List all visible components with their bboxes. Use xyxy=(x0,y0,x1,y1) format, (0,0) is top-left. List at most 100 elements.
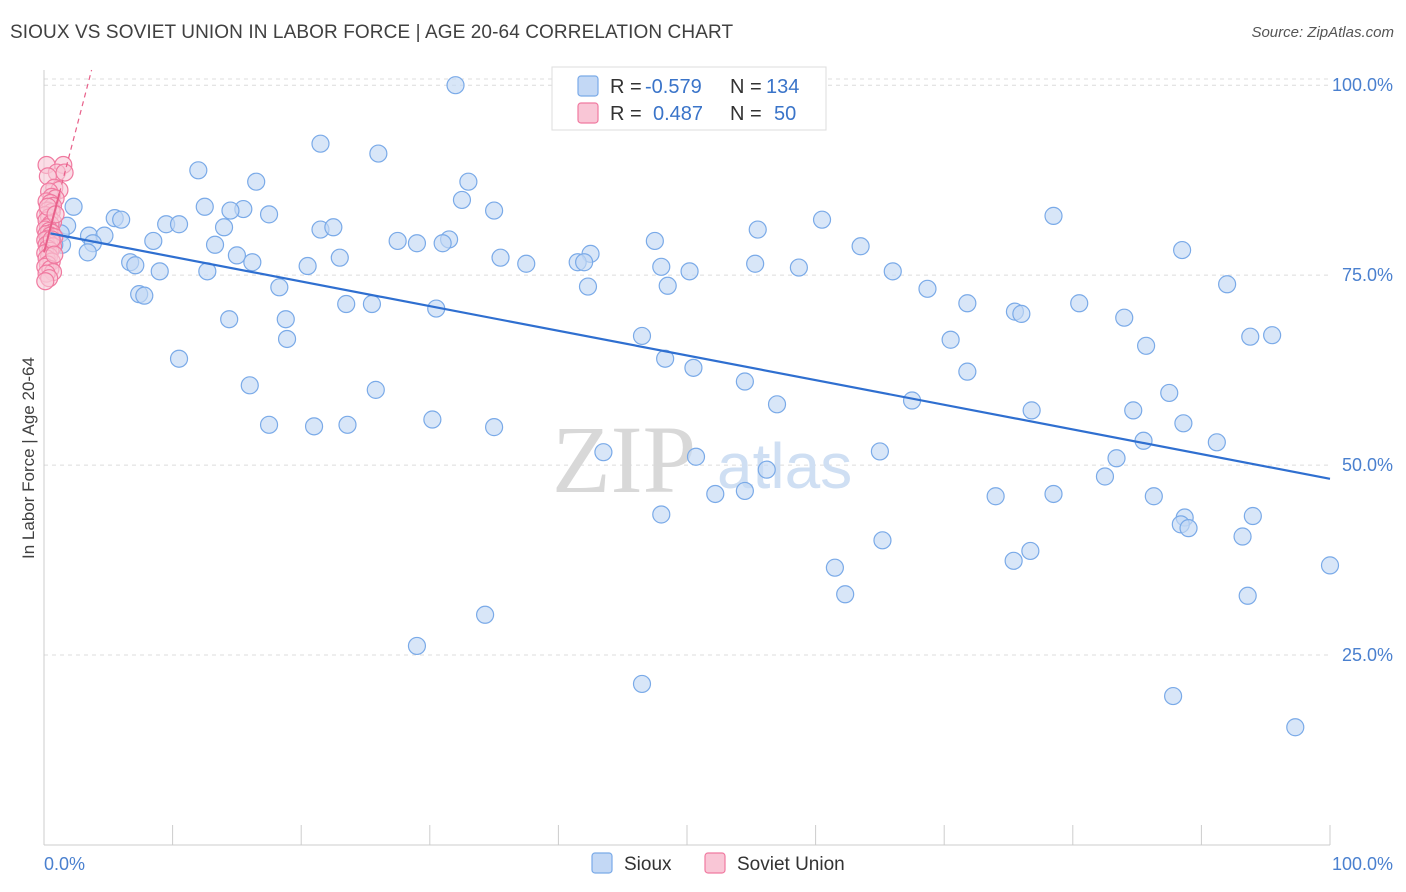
legend-r-value-1: -0.579 xyxy=(645,76,702,98)
sioux-point xyxy=(214,218,234,237)
sioux-point xyxy=(446,76,465,95)
sioux-point xyxy=(1044,206,1063,225)
sioux-point xyxy=(259,415,279,434)
sioux-point xyxy=(1095,467,1115,486)
sioux-point xyxy=(812,210,832,229)
sioux-point xyxy=(1004,551,1023,570)
sioux-point xyxy=(338,415,357,434)
sioux-point xyxy=(452,190,472,210)
bottom-legend-swatch-sioux xyxy=(591,852,613,874)
trend-line-soviet-union-dashed xyxy=(58,69,93,194)
sioux-point xyxy=(645,231,664,251)
sioux-point xyxy=(517,254,536,273)
legend-swatch-sioux xyxy=(577,75,599,97)
sioux-point xyxy=(1012,304,1031,323)
sioux-point xyxy=(64,197,83,216)
y-tick-label: 100.0% xyxy=(1332,75,1393,95)
sioux-point xyxy=(388,231,407,251)
sioux-point xyxy=(873,531,892,550)
sioux-point xyxy=(243,253,262,272)
sioux-point xyxy=(632,674,652,694)
sioux-point xyxy=(276,310,295,329)
sioux-point xyxy=(423,410,442,429)
source-label: Source: ZipAtlas.com xyxy=(1251,24,1394,41)
sioux-point xyxy=(112,210,131,229)
legend-r-value-2: 0.487 xyxy=(653,103,703,125)
sioux-point xyxy=(1238,586,1257,605)
legend-r-label-1: R = xyxy=(610,76,642,98)
sioux-point xyxy=(126,256,145,275)
sioux-point xyxy=(870,442,890,461)
sioux-point xyxy=(433,234,452,253)
sioux-point xyxy=(1160,383,1179,403)
x-tick-label: 100.0% xyxy=(1332,854,1393,874)
sioux-point xyxy=(575,253,594,272)
sioux-point xyxy=(652,505,671,524)
series-sioux xyxy=(45,76,1340,737)
sioux-point xyxy=(1263,326,1282,345)
bottom-legend: Sioux Soviet Union xyxy=(591,852,845,875)
sioux-point xyxy=(277,329,297,349)
legend-swatch-soviet-union xyxy=(577,102,599,124)
legend-box: R = -0.579 N = 134 R = 0.487 N = 50 xyxy=(551,66,827,131)
sioux-point xyxy=(227,246,246,265)
legend-n-value-2: 50 xyxy=(774,103,796,125)
sioux-point xyxy=(144,231,163,251)
sioux-point xyxy=(1243,506,1262,526)
sioux-point xyxy=(1021,541,1040,561)
sioux-point xyxy=(767,395,787,414)
sioux-point xyxy=(195,197,214,216)
soviet-union-point xyxy=(36,272,55,291)
sioux-point xyxy=(1218,275,1237,294)
sioux-point xyxy=(789,258,808,277)
sioux-point xyxy=(259,205,279,224)
sioux-point xyxy=(1179,519,1198,538)
legend-n-label-1: N = xyxy=(730,76,762,98)
sioux-point xyxy=(748,220,767,239)
sioux-point xyxy=(459,172,478,191)
sioux-point xyxy=(686,447,706,466)
sioux-point xyxy=(324,218,343,237)
sioux-point xyxy=(304,417,324,436)
sioux-point xyxy=(330,248,349,267)
y-tick-label: 50.0% xyxy=(1342,455,1393,475)
sioux-point xyxy=(205,235,225,254)
sioux-point xyxy=(247,172,266,191)
sioux-point xyxy=(684,358,703,377)
bottom-legend-swatch-soviet-union xyxy=(704,852,726,874)
legend-n-value-1: 134 xyxy=(766,76,799,98)
sioux-point xyxy=(851,237,870,256)
y-tick-labels: 25.0% 50.0% 75.0% 100.0% xyxy=(1332,75,1393,665)
y-tick-label: 75.0% xyxy=(1342,265,1393,285)
watermark-zip: ZIP xyxy=(552,406,696,513)
sioux-point xyxy=(680,262,699,281)
sioux-point xyxy=(1044,484,1063,504)
sioux-point xyxy=(958,362,977,381)
trend-line-sioux xyxy=(50,232,1331,480)
sioux-point xyxy=(632,326,652,346)
sioux-point xyxy=(189,161,208,180)
sioux-point xyxy=(958,294,977,313)
sioux-point xyxy=(1144,487,1163,506)
sioux-point xyxy=(221,201,240,220)
sioux-point xyxy=(1022,401,1041,420)
sioux-point xyxy=(735,372,754,391)
soviet-union-point xyxy=(45,245,64,264)
sioux-point xyxy=(135,286,154,305)
sioux-point xyxy=(407,234,427,253)
sioux-point xyxy=(1107,449,1126,468)
sioux-point xyxy=(594,443,613,462)
sioux-point xyxy=(491,248,510,267)
sioux-point xyxy=(362,294,382,314)
sioux-point xyxy=(1207,433,1226,452)
sioux-point xyxy=(1115,308,1134,327)
sioux-point xyxy=(475,605,495,624)
sioux-point xyxy=(883,262,902,281)
sioux-point xyxy=(337,294,356,314)
sioux-point xyxy=(658,276,677,295)
sioux-point xyxy=(485,418,504,437)
sioux-point xyxy=(1320,556,1340,575)
sioux-point xyxy=(825,558,844,577)
sioux-point xyxy=(78,243,97,262)
